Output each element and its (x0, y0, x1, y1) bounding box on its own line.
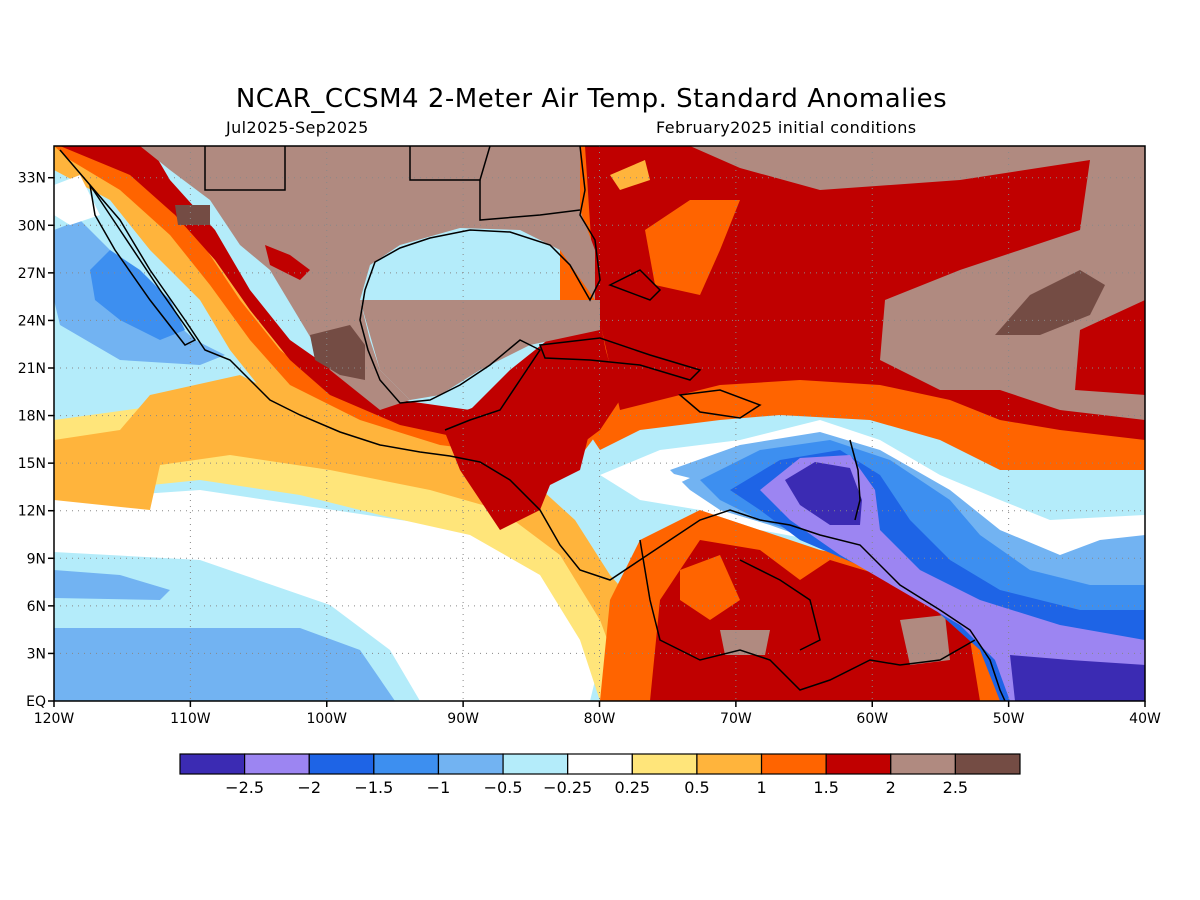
lon-tick-label: 110W (170, 711, 211, 727)
lon-tick-label: 100W (306, 711, 347, 727)
colorbar-label: 2.5 (943, 778, 968, 797)
colorbar-label: 1.5 (813, 778, 838, 797)
colorbar-swatch (308, 753, 375, 775)
lat-tick-label: 33N (18, 171, 46, 187)
colorbar-swatch (631, 753, 698, 775)
colorbar-swatch (954, 753, 1021, 775)
colorbar-swatch (567, 753, 633, 775)
colorbar-label: 1 (756, 778, 766, 797)
colorbar-label: −1 (427, 778, 451, 797)
lat-tick-label: 9N (27, 551, 46, 567)
colorbar-label: −2.5 (225, 778, 264, 797)
colorbar-label: −0.25 (543, 778, 592, 797)
lat-tick-label: 30N (18, 218, 46, 234)
lon-tick-label: 50W (993, 711, 1025, 727)
colorbar-swatch (179, 753, 246, 775)
lat-tick-label: 3N (27, 646, 46, 662)
colorbar-swatch (373, 753, 440, 775)
map-title: NCAR_CCSM4 2-Meter Air Temp. Standard An… (235, 84, 948, 114)
colorbar-label: −1.5 (354, 778, 393, 797)
colorbar-swatch (696, 753, 763, 775)
lat-tick-label: 24N (18, 313, 46, 329)
coastlines (59, 146, 1006, 701)
lon-tick-label: 120W (34, 711, 75, 727)
colorbar-swatch (890, 753, 956, 775)
lon-tick-label: 60W (856, 711, 888, 727)
lat-tick-label: 6N (27, 599, 46, 615)
colorbar-label: 0.5 (684, 778, 709, 797)
gridlines (54, 146, 1145, 701)
lat-tick-label: 27N (18, 266, 46, 282)
lat-tick-label: 18N (18, 409, 46, 425)
lon-tick-label: 70W (720, 711, 752, 727)
lon-tick-label: 40W (1129, 711, 1161, 727)
lat-tick-label: 21N (18, 361, 46, 377)
colorbar: −2.5 −2 −1.5 −1 −0.5 −0.25 0.25 0.5 1 1.5 2 2.5 (179, 753, 1021, 797)
latitude-axis: EQ 3N 6N 9N 12N 15N 18N 21N 24N 27N 30N 33N (18, 171, 54, 710)
colorbar-swatch (437, 753, 504, 775)
colorbar-label: 2 (886, 778, 896, 797)
anomaly-field (54, 146, 1145, 701)
lon-tick-label: 80W (584, 711, 616, 727)
colorbar-label: −0.5 (484, 778, 523, 797)
colorbar-swatch (502, 753, 569, 775)
colorbar-swatch (825, 753, 892, 775)
colorbar-swatch (760, 753, 827, 775)
lat-tick-label: 15N (18, 456, 46, 472)
longitude-axis: 120W 110W 100W 90W 80W 70W 60W 50W 40W (34, 701, 1161, 727)
lat-tick-label: 12N (18, 504, 46, 520)
colorbar-swatch (244, 753, 310, 775)
lon-tick-label: 90W (447, 711, 479, 727)
colorbar-label: −2 (297, 778, 321, 797)
lat-tick-label: EQ (26, 694, 46, 710)
forecast-period: Jul2025-Sep2025 (226, 118, 369, 137)
colorbar-label: 0.25 (614, 778, 650, 797)
initial-conditions: February2025 initial conditions (656, 118, 917, 137)
